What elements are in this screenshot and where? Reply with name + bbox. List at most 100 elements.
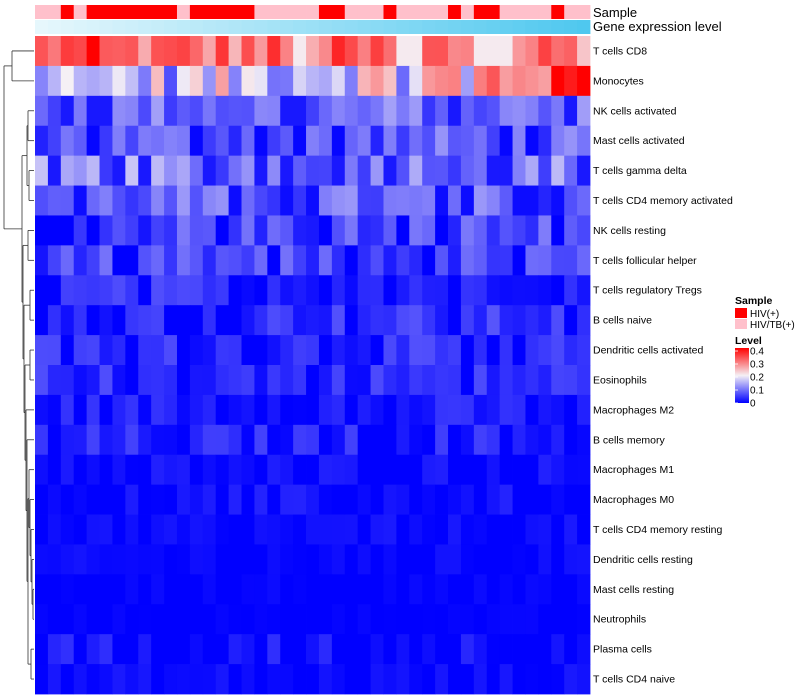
heatmap-cell <box>525 245 539 276</box>
heatmap-cell <box>267 245 281 276</box>
heatmap-cell <box>215 335 230 366</box>
heatmap-cell <box>422 365 436 396</box>
heatmap-cell <box>306 335 320 366</box>
heatmap-cell <box>267 155 281 186</box>
heatmap-cell <box>460 215 475 246</box>
heatmap-cell <box>460 275 475 306</box>
heatmap-cell <box>473 275 488 306</box>
legend: Sample HIV(+) HIV/TB(+) Level 0.40.30.20… <box>735 295 795 410</box>
heatmap-cell <box>448 95 462 127</box>
heatmap-cell <box>383 155 397 186</box>
heatmap-cell <box>35 215 49 246</box>
heatmap-cell <box>189 634 204 665</box>
heatmap-cell <box>35 185 49 216</box>
heatmap-cell <box>486 245 501 276</box>
heatmap-cell <box>318 394 333 426</box>
heatmap-cell <box>138 245 152 276</box>
heatmap-cell <box>215 215 230 246</box>
heatmap-cell <box>370 484 384 515</box>
heatmap-cell <box>228 634 242 665</box>
heatmap-cell <box>241 574 255 605</box>
heatmap-cell <box>318 574 333 605</box>
heatmap-cell <box>176 275 191 306</box>
heatmap-cell <box>473 335 488 366</box>
heatmap-cell <box>138 574 152 605</box>
heatmap-cell <box>293 245 307 276</box>
heatmap-cell <box>202 335 217 366</box>
heatmap-cell <box>473 454 488 486</box>
heatmap-cell <box>577 604 591 635</box>
heatmap-cell <box>409 394 423 426</box>
heatmap-cell <box>228 365 242 396</box>
heatmap-cell <box>47 544 62 575</box>
legend-level-ticks: 0.4 0.3 0.2 0.1 0 <box>735 347 764 410</box>
heatmap-cell <box>112 95 126 127</box>
heatmap-cell <box>460 424 475 456</box>
heatmap-cell <box>176 484 191 515</box>
heatmap-cell <box>564 365 578 396</box>
heatmap-cell <box>525 424 539 456</box>
heatmap-cell <box>73 484 88 515</box>
heatmap-cell <box>448 604 462 635</box>
heatmap-cell <box>538 514 552 545</box>
heatmap-cell <box>577 36 591 67</box>
heatmap-cell <box>241 305 255 336</box>
legend-level-title: Level <box>735 335 762 347</box>
heatmap-cell <box>499 335 513 366</box>
heatmap-cell <box>125 125 139 157</box>
heatmap-cell <box>164 125 178 157</box>
heatmap-cell <box>370 215 384 246</box>
heatmap-cell <box>73 664 88 695</box>
heatmap-cell <box>551 424 565 456</box>
sample-annotation-cell <box>422 5 436 19</box>
heatmap-cell <box>344 36 359 67</box>
gene-expression-annotation-cell <box>293 20 307 34</box>
heatmap-cell <box>73 424 88 456</box>
heatmap-cell <box>138 634 152 665</box>
heatmap-cell <box>512 305 526 336</box>
sample-annotation-cell <box>306 5 320 19</box>
heatmap-cell <box>254 544 268 575</box>
heatmap-cell <box>86 155 100 186</box>
heatmap-cell <box>344 634 359 665</box>
heatmap-cell <box>577 424 591 456</box>
heatmap-cell <box>331 155 346 186</box>
heatmap-cell <box>370 604 384 635</box>
heatmap-cell <box>512 544 526 575</box>
sample-annotation-cell <box>267 5 281 19</box>
heatmap-cell <box>241 95 255 127</box>
heatmap-cell <box>370 454 384 486</box>
heatmap-cell <box>370 544 384 575</box>
heatmap-cell <box>86 305 100 336</box>
heatmap-cell <box>280 634 294 665</box>
heatmap-cell <box>99 634 113 665</box>
row-label: Monocytes <box>593 75 644 87</box>
heatmap-cell <box>280 604 294 635</box>
heatmap-cell <box>486 155 501 186</box>
heatmap-cell <box>73 155 88 186</box>
heatmap-cell <box>86 365 100 396</box>
gene-expression-annotation-cell <box>73 20 88 34</box>
heatmap-cell <box>564 394 578 426</box>
heatmap-cell <box>460 36 475 67</box>
heatmap-cell <box>99 305 113 336</box>
heatmap-cell <box>293 424 307 456</box>
heatmap-cell <box>538 604 552 635</box>
heatmap-cell <box>448 574 462 605</box>
heatmap-cell <box>176 604 191 635</box>
sample-annotation-cell <box>254 5 268 19</box>
heatmap-cell <box>176 155 191 186</box>
heatmap-cell <box>331 365 346 396</box>
heatmap-cell <box>512 634 526 665</box>
heatmap-cell <box>551 634 565 665</box>
heatmap-cell <box>383 275 397 306</box>
heatmap-cell <box>267 125 281 157</box>
heatmap-cell <box>99 424 113 456</box>
gene-expression-annotation-cell <box>99 20 113 34</box>
heatmap-cell <box>551 544 565 575</box>
heatmap-cell <box>344 245 359 276</box>
heatmap-cell <box>280 245 294 276</box>
heatmap-cell <box>525 275 539 306</box>
heatmap-cell <box>499 185 513 216</box>
heatmap-cell <box>318 275 333 306</box>
